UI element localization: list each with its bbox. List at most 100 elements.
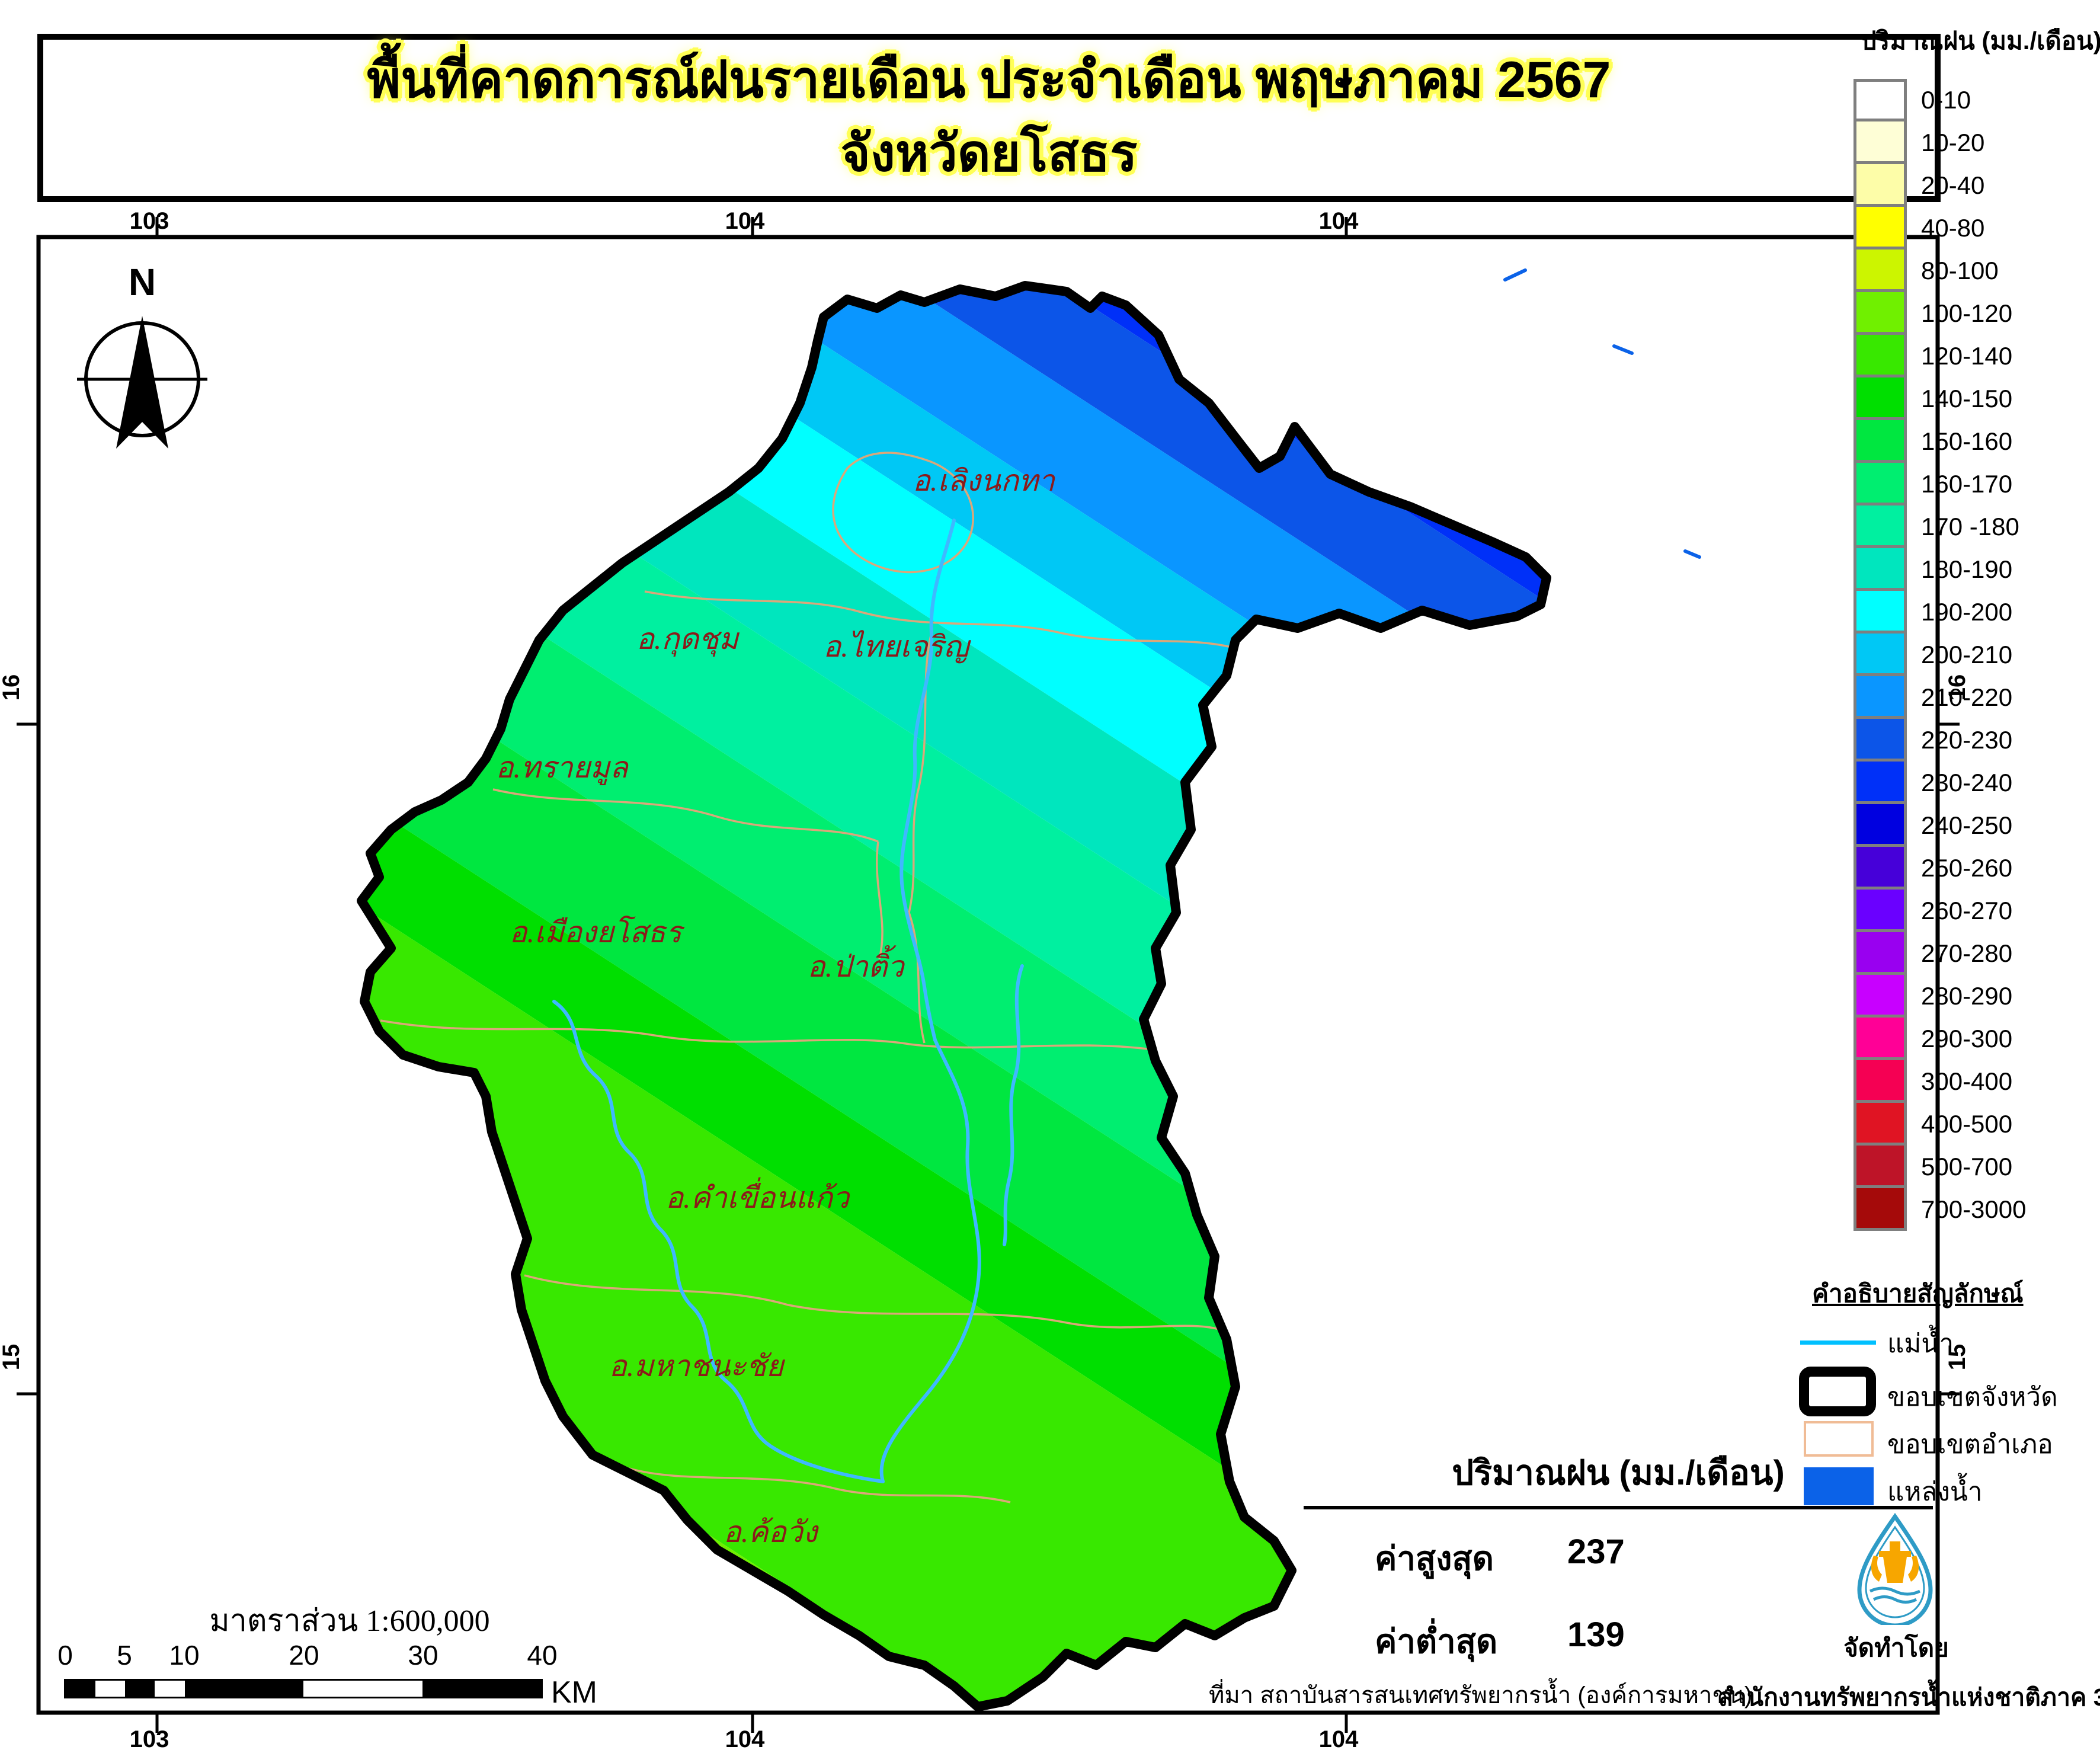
legend-range-label: 400-500 — [1921, 1110, 2013, 1138]
district-label-saimun: อ.ทรายมูล — [495, 751, 629, 786]
lat-label-right-16: 16 — [1944, 674, 1970, 701]
legend-row: 190-200 — [1853, 591, 2100, 634]
legend-swatch-170 -180 — [1853, 506, 1907, 548]
legend-color-scale: 0-10 10-20 20-40 40-80 80-100 100-120 120-140 1… — [1853, 79, 2100, 1231]
legend-range-label: 270-280 — [1921, 939, 2013, 967]
legend-row: 120-140 — [1853, 335, 2100, 377]
min-value: 139 — [1567, 1615, 1625, 1654]
district-label-khamkhueankaeo: อ.คำเขื่อนแก้ว — [665, 1177, 851, 1214]
rivers — [552, 519, 1024, 1483]
legend-swatch-220-230 — [1853, 719, 1907, 762]
scale-bar — [64, 1679, 543, 1698]
scale-tick-0: 0 — [57, 1640, 73, 1671]
scale-tick-5: 5 — [117, 1640, 132, 1671]
district-symbol-label: ขอบเขตอำเภอ — [1887, 1430, 2053, 1459]
lat-label-left-15: 15 — [0, 1344, 24, 1371]
legend-row: 80-100 — [1853, 249, 2100, 292]
compass-needle-icon — [116, 316, 168, 449]
map-title-line1: พื้นที่คาดการณ์ฝนรายเดือน ประจำเดือน พฤษ… — [367, 52, 1611, 108]
legend-row: 150-160 — [1853, 420, 2100, 463]
map-title-box: พื้นที่คาดการณ์ฝนรายเดือน ประจำเดือน พฤษ… — [37, 34, 1941, 202]
legend-range-label: 190-200 — [1921, 598, 2013, 626]
compass-north-label: N — [129, 261, 156, 303]
legend-range-label: 280-290 — [1921, 982, 2013, 1010]
legend-row: 260-270 — [1853, 890, 2100, 932]
legend-row: 40-80 — [1853, 207, 2100, 249]
legend-row: 270-280 — [1853, 932, 2100, 975]
legend-range-label: 100-120 — [1921, 299, 2013, 327]
legend-range-label: 220-230 — [1921, 726, 2013, 754]
water-fill-symbol — [1804, 1467, 1874, 1505]
legend-range-label: 500-700 — [1921, 1153, 2013, 1180]
legend-row: 180-190 — [1853, 548, 2100, 591]
district-label-patiu: อ.ป่าติ้ว — [808, 945, 906, 983]
legend-swatch-230-240 — [1853, 762, 1907, 804]
district-boundaries — [380, 452, 1232, 1503]
legend-swatch-80-100 — [1853, 249, 1907, 292]
legend-swatch-100-120 — [1853, 292, 1907, 335]
stats-heading: ปริมาณฝน (มม./เดือน) — [1304, 1445, 1933, 1509]
scale-ratio-text: มาตราส่วน 1:600,000 — [209, 1604, 490, 1638]
legend-range-label: 250-260 — [1921, 854, 2013, 882]
legend-row: 290-300 — [1853, 1018, 2100, 1060]
legend-row: 10-20 — [1853, 121, 2100, 164]
legend-range-label: 210-220 — [1921, 683, 2013, 711]
lon-label-bottom-103: 103 — [130, 1726, 169, 1750]
compass-rose: N — [77, 261, 207, 449]
legend-range-label: 120-140 — [1921, 342, 2013, 370]
legend-swatch-290-300 — [1853, 1018, 1907, 1060]
scale-tick-40: 40 — [527, 1640, 558, 1671]
lat-label-left-16: 16 — [0, 674, 24, 701]
water-drop-logo-icon — [1857, 1512, 1933, 1625]
legend-swatch-0-10 — [1853, 79, 1907, 121]
legend-row: 100-120 — [1853, 292, 2100, 335]
lat-label-right-15: 15 — [1944, 1344, 1970, 1371]
lon-label-top-104b: 104 — [1319, 208, 1359, 234]
district-outline-symbol — [1804, 1421, 1874, 1457]
legend-range-label: 200-210 — [1921, 641, 2013, 668]
legend-row: 220-230 — [1853, 719, 2100, 762]
zone-120-140 — [361, 508, 1547, 1707]
legend-range-label: 40-80 — [1921, 214, 1985, 242]
credit-prepared-by: จัดทำโดย — [1843, 1634, 1949, 1662]
legend-swatch-500-700 — [1853, 1146, 1907, 1188]
legend-range-label: 140-150 — [1921, 385, 2013, 412]
lon-label-bottom-104a: 104 — [725, 1726, 765, 1750]
legend-swatch-140-150 — [1853, 377, 1907, 420]
legend-row: 200-210 — [1853, 634, 2100, 676]
legend-title: ปริมาณฝน (มม./เดือน) — [1861, 27, 2100, 55]
legend-range-label: 300-400 — [1921, 1067, 2013, 1095]
legend-swatch-180-190 — [1853, 548, 1907, 591]
province-outline-symbol — [1799, 1367, 1876, 1416]
legend-range-label: 230-240 — [1921, 769, 2013, 796]
legend-row: 0-10 — [1853, 79, 2100, 121]
scale-unit-label: KM — [551, 1675, 597, 1710]
legend-swatch-150-160 — [1853, 420, 1907, 463]
legend-swatch-260-270 — [1853, 890, 1907, 932]
river-line-symbol — [1800, 1341, 1876, 1345]
district-label-khowang: อ.ค้อวัง — [724, 1515, 819, 1549]
legend-row: 700-3000 — [1853, 1188, 2100, 1231]
legend-row: 160-170 — [1853, 463, 2100, 506]
lon-label-bottom-104b: 104 — [1319, 1726, 1359, 1750]
legend-row: 20-40 — [1853, 164, 2100, 207]
legend-row: 400-500 — [1853, 1103, 2100, 1146]
legend-row: 210-220 — [1853, 676, 2100, 719]
province-boundary — [357, 281, 1551, 1711]
district-label-kutchum: อ.กุดชุม — [636, 622, 740, 657]
legend-range-label: 150-160 — [1921, 427, 2013, 455]
legend-swatch-280-290 — [1853, 975, 1907, 1018]
legend-range-label: 0-10 — [1921, 86, 1971, 114]
legend-range-label: 80-100 — [1921, 257, 1999, 284]
legend-row: 240-250 — [1853, 804, 2100, 847]
legend-swatch-20-40 — [1853, 164, 1907, 207]
legend-swatch-120-140 — [1853, 335, 1907, 377]
district-label-loengnoktha: อ.เลิงนกทา — [913, 464, 1056, 497]
legend-range-label: 240-250 — [1921, 811, 2013, 839]
min-value-label: ค่าต่ำสุด — [1375, 1623, 1498, 1660]
legend-swatch-10-20 — [1853, 121, 1907, 164]
legend-swatch-250-260 — [1853, 847, 1907, 890]
legend-row: 250-260 — [1853, 847, 2100, 890]
scale-tick-30: 30 — [408, 1640, 438, 1671]
